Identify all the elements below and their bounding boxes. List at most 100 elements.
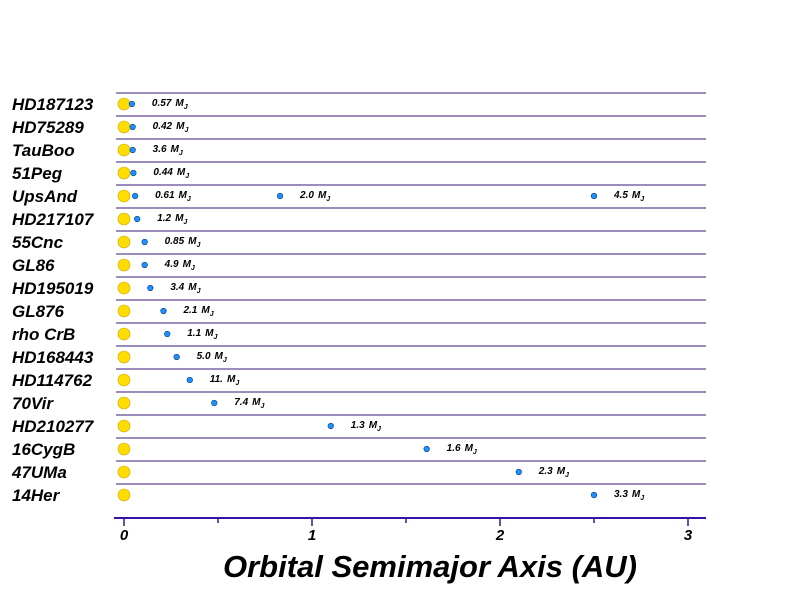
star-name-label: GL876	[12, 302, 65, 321]
mass-unit: M	[177, 167, 186, 178]
system-row: 55Cnc 0.85 MJ	[12, 230, 706, 252]
planet-mass-value: 1.2	[157, 213, 171, 224]
mass-unit-subscript: J	[196, 242, 201, 249]
system-row: HD217107 1.2 MJ	[12, 207, 706, 229]
mass-unit: M	[176, 121, 185, 132]
planet-mass-value: 7.4	[234, 397, 248, 408]
mass-unit: M	[252, 397, 261, 408]
host-star-dot	[117, 327, 131, 341]
planet-mass-label: 1.1 MJ	[187, 328, 218, 341]
planet-mass-label: 1.6 MJ	[447, 443, 478, 456]
mass-unit: M	[175, 213, 184, 224]
system-row: 14Her 3.3 MJ	[12, 483, 706, 505]
planet-point	[515, 468, 522, 476]
star-name-label: 51Peg	[12, 164, 63, 183]
mass-unit: M	[183, 259, 192, 270]
star-name-label: HD210277	[12, 417, 95, 436]
star-name-label: rho CrB	[12, 325, 75, 344]
planet-point	[141, 238, 148, 246]
host-star-dot	[117, 235, 131, 249]
mass-unit-subscript: J	[210, 311, 215, 318]
star-name-label: HD168443	[12, 348, 94, 367]
planet-point	[590, 192, 598, 200]
planet-mass-value: 3.3	[614, 489, 628, 500]
x-tick-label: 2	[495, 527, 505, 544]
mass-unit: M	[369, 420, 378, 431]
star-name-label: HD195019	[12, 279, 94, 298]
planet-mass-label: 0.44 MJ	[153, 167, 190, 180]
system-row: 16CygB 1.6 MJ	[12, 437, 706, 459]
planet-mass-value: 1.6	[447, 443, 461, 454]
planet-mass-value: 3.4	[170, 282, 184, 293]
planet-point	[590, 491, 598, 499]
system-row: GL86 4.9 MJ	[12, 253, 706, 275]
host-star-dot	[117, 143, 131, 157]
system-row: rho CrB 1.1 MJ	[12, 322, 706, 344]
planet-point	[129, 123, 136, 131]
mass-unit: M	[465, 443, 474, 454]
planet-mass-label: 7.4 MJ	[234, 397, 265, 410]
planet-mass-label: 0.61 MJ	[155, 190, 192, 203]
x-tick-label: 0	[120, 527, 129, 544]
planet-point	[160, 307, 167, 315]
mass-unit: M	[632, 489, 641, 500]
planet-mass-label: 3.6 MJ	[153, 144, 184, 157]
mass-unit: M	[171, 144, 180, 155]
planet-point	[211, 399, 218, 407]
host-star-dot	[117, 304, 131, 318]
star-name-label: 16CygB	[12, 440, 75, 459]
system-row: HD114762 11. MJ	[12, 368, 706, 390]
planet-mass-label: 5.0 MJ	[197, 351, 228, 364]
mass-unit-subscript: J	[377, 426, 382, 433]
x-axis: 0 1 2 3	[114, 517, 706, 544]
mass-unit: M	[188, 236, 197, 247]
mass-unit: M	[227, 374, 236, 385]
mass-unit-subscript: J	[197, 288, 202, 295]
planet-point	[186, 376, 193, 384]
planet-mass-label: 2.0 MJ	[299, 190, 331, 203]
mass-unit: M	[175, 98, 184, 109]
mass-unit-subscript: J	[179, 150, 184, 157]
star-name-label: UpsAnd	[12, 187, 78, 206]
system-row: UpsAnd 0.61 MJ 2.0 MJ 4.5 MJ	[12, 184, 706, 206]
host-star-dot	[117, 350, 131, 364]
planet-mass-label: 4.9 MJ	[164, 259, 196, 272]
mass-unit-subscript: J	[260, 403, 265, 410]
x-axis-ticks: 0 1 2 3	[120, 518, 693, 544]
mass-unit-subscript: J	[235, 380, 240, 387]
host-star-dot	[117, 281, 131, 295]
system-row: HD187123 0.57 MJ	[12, 92, 706, 114]
planet-point	[128, 100, 135, 108]
planet-mass-value: 2.3	[538, 466, 553, 477]
host-star-dot	[117, 442, 131, 456]
mass-unit: M	[188, 282, 197, 293]
star-name-label: HD114762	[12, 371, 93, 390]
planet-mass-value: 3.6	[153, 144, 167, 155]
planet-point	[129, 146, 136, 154]
planet-mass-value: 1.1	[187, 328, 201, 339]
mass-unit-subscript: J	[213, 334, 218, 341]
planet-mass-label: 1.3 MJ	[351, 420, 382, 433]
mass-unit: M	[632, 190, 641, 201]
host-star-dot	[117, 465, 131, 479]
system-row: HD75289 0.42 MJ	[12, 115, 706, 137]
star-name-label: TauBoo	[12, 141, 75, 160]
mass-unit-subscript: J	[473, 449, 478, 456]
mass-unit-subscript: J	[565, 472, 570, 479]
system-row: 70Vir 7.4 MJ	[12, 391, 706, 413]
planet-point	[147, 284, 154, 292]
planet-point	[134, 215, 141, 223]
x-axis-title: Orbital Semimajor Axis (AU)	[223, 549, 637, 584]
mass-unit: M	[557, 466, 566, 477]
planet-point	[130, 169, 137, 177]
planet-mass-label: 4.5 MJ	[613, 190, 645, 203]
star-name-label: GL86	[12, 256, 55, 275]
system-row: TauBoo 3.6 MJ	[12, 138, 706, 160]
mass-unit: M	[318, 190, 327, 201]
planet-mass-value: 4.9	[164, 259, 179, 270]
mass-unit-subscript: J	[185, 173, 190, 180]
system-row: HD168443 5.0 MJ	[12, 345, 706, 367]
system-row: GL876 2.1 MJ	[12, 299, 706, 321]
